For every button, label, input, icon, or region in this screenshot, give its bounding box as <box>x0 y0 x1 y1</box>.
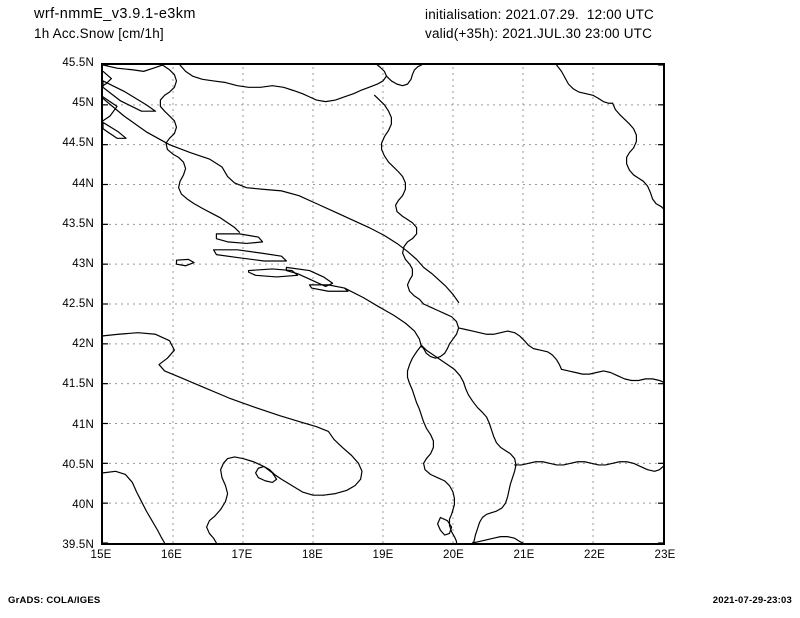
croatia-serbia-danube <box>386 65 421 86</box>
model-name-label: wrf-nmmE_v3.9.1-e3km <box>34 6 196 22</box>
grads-credit-label: GrADS: COLA/IGES <box>8 595 101 606</box>
x-tick-label: 16E <box>160 549 183 561</box>
y-tick-label: 40.5N <box>62 458 94 471</box>
montenegro-kosovo-border <box>421 304 458 358</box>
hvar-island <box>214 250 287 261</box>
bosnia-croatia-sava-border <box>160 65 239 232</box>
greece-coast-south <box>473 537 523 543</box>
header-right-block: initialisation: 2021.07.29. 12:00 UTC va… <box>425 5 795 43</box>
x-tick-label: 20E <box>442 549 465 561</box>
croatia-mainland-coast <box>103 98 459 302</box>
y-tick-label: 45.5N <box>62 57 94 69</box>
macedonia-greece-border <box>515 462 663 472</box>
y-tick-label: 39.5N <box>62 539 94 551</box>
croatia-hungary-border <box>180 65 386 102</box>
y-tick-label: 44.5N <box>62 137 94 150</box>
italy-calabria-west <box>103 471 165 543</box>
y-tick-label: 41.5N <box>62 378 94 391</box>
x-tick-label: 17E <box>231 549 253 561</box>
y-tick-label: 42N <box>72 338 94 351</box>
map-plot-area <box>101 63 665 545</box>
serbia-bulgaria-border <box>561 369 663 382</box>
italy-adriatic-coast <box>103 333 362 496</box>
italy-ionian-coast <box>207 457 324 543</box>
y-axis-labels: 45.5N 45N 44.5N 44N 43.5N 43N 42.5N 42N 41.5N 41N… <box>0 57 94 551</box>
render-timestamp-label: 2021-07-29-23:03 <box>712 595 792 606</box>
y-tick-label: 41N <box>72 418 94 431</box>
slovenia-hungary-border-north <box>103 65 163 71</box>
valid-time-label: valid(+35h): 2021.JUL.30 23:00 UTC <box>425 26 653 41</box>
brac-island <box>216 234 262 244</box>
istria-kvarner-coast <box>103 71 117 120</box>
y-tick-label: 42.5N <box>62 298 94 310</box>
x-tick-label: 15E <box>90 549 112 561</box>
albania-ionian-coast <box>408 345 457 543</box>
vis-island <box>176 259 194 265</box>
corfu-island <box>438 518 452 536</box>
north-dalmatia-island-1 <box>103 81 156 111</box>
y-tick-label: 43.5N <box>62 217 94 230</box>
header-left-block: wrf-nmmE_v3.9.1-e3km 1h Acc.Snow [cm/1h] <box>34 5 414 43</box>
serbia-kosovo-border <box>459 328 562 369</box>
serbia-bulgaria-north-border <box>613 103 663 208</box>
peljesac-peninsula <box>286 267 332 286</box>
y-tick-label: 44N <box>72 177 94 190</box>
korcula-island <box>249 269 298 277</box>
map-canvas <box>103 65 663 543</box>
bosnia-serbia-drina-border <box>375 95 424 304</box>
mljet-island <box>310 285 348 291</box>
north-dalmatia-island-2 <box>103 122 126 138</box>
x-tick-label: 19E <box>372 549 394 561</box>
x-tick-label: 23E <box>654 549 676 561</box>
gridlines-group <box>103 65 663 543</box>
romania-serbia-danube <box>557 65 613 103</box>
y-tick-label: 40N <box>72 498 94 511</box>
albania-macedonia-border <box>421 345 516 543</box>
y-tick-label: 45N <box>72 97 94 110</box>
y-tick-label: 43N <box>72 257 94 270</box>
montenegro-coast-south <box>345 288 422 347</box>
x-tick-label: 22E <box>583 549 606 561</box>
x-tick-label: 21E <box>513 549 535 561</box>
field-label: 1h Acc.Snow [cm/1h] <box>34 26 164 41</box>
geography-group <box>103 65 663 543</box>
x-tick-label: 18E <box>301 549 324 561</box>
initialisation-label: initialisation: 2021.07.29. 12:00 UTC <box>425 7 654 22</box>
x-axis-labels: 15E 16E 17E 18E 19E 20E 21E 22E 23E <box>90 549 675 569</box>
